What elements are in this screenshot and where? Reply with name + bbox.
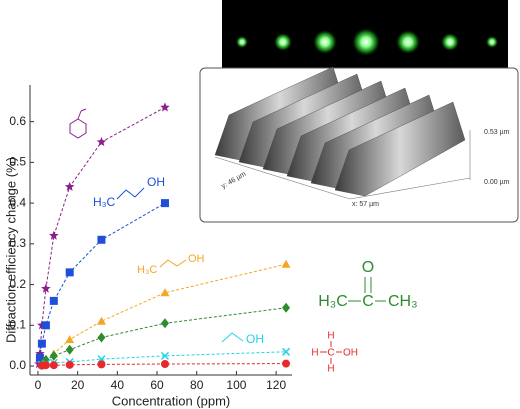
x-tick-label: 100: [226, 378, 246, 392]
data-point: [37, 339, 46, 348]
x-tick-label: 0: [35, 378, 42, 392]
molecule-text: OH: [343, 348, 358, 359]
molecule-text: C: [327, 348, 334, 359]
data-point: [160, 360, 169, 369]
data-point: [41, 361, 50, 370]
methanol-structure: H C OH H H: [311, 331, 358, 375]
data-point: [96, 137, 107, 147]
data-point: [49, 350, 58, 361]
acetone-structure: O H₃C C CH₃: [318, 259, 417, 310]
data-point: [41, 321, 50, 330]
data-point: [281, 259, 291, 268]
molecule-text: C: [362, 293, 374, 310]
x-tick-label: 20: [71, 378, 85, 392]
x-tick-label: 40: [111, 378, 125, 392]
data-point: [160, 318, 169, 329]
molecule-text: H: [327, 364, 334, 375]
y-axis-label: Diffraction efficiency change (%): [3, 157, 18, 343]
data-point: [282, 359, 291, 368]
data-point: [160, 199, 169, 208]
data-point: [49, 230, 59, 240]
data-point: [35, 348, 45, 358]
data-point: [65, 268, 74, 277]
molecule-text: OH: [147, 175, 165, 189]
data-point: [64, 181, 75, 191]
data-point: [282, 347, 291, 356]
data-point: [97, 360, 106, 369]
ethanol-structure: OH: [221, 332, 264, 346]
y-tick-label: 0.6: [9, 114, 26, 128]
data-point: [282, 302, 291, 313]
data-point: [160, 288, 170, 297]
data-point: [41, 283, 51, 293]
y-tick-label: 0.4: [9, 195, 26, 209]
butanol-structure: H₃C OH: [93, 175, 165, 209]
data-point: [65, 360, 74, 369]
toluene-structure: [69, 108, 87, 139]
data-point: [96, 316, 106, 325]
series-line: [38, 106, 166, 365]
molecule-text: H: [311, 348, 318, 359]
molecule-text: OH: [188, 253, 205, 265]
data-point: [160, 102, 170, 112]
series-line: [41, 263, 287, 365]
diffraction-image: [222, 0, 508, 70]
data-point: [49, 361, 58, 370]
y-tick-label: 0.3: [9, 236, 26, 250]
plot-area: 0.0 0.1 0.2 0.3 0.4 0.5 0.6 0 20 40 60 80 100 120 Conc…: [3, 85, 292, 408]
molecule-text: H₃C: [137, 264, 157, 276]
molecule-text: H₃C: [318, 293, 348, 310]
molecule-text: OH: [246, 332, 264, 346]
z-max-label: 0.53 µm: [484, 129, 510, 136]
data-point: [97, 332, 106, 343]
data-point: [65, 344, 74, 355]
propanol-structure: H₃C OH: [137, 253, 205, 276]
x-size-label: x: 57 µm: [352, 201, 379, 208]
data-point: [35, 353, 44, 362]
x-tick-label: 60: [150, 378, 164, 392]
surface-ridge: [334, 101, 466, 197]
z-min-label: 0.00 µm: [484, 179, 510, 186]
data-point: [160, 351, 170, 360]
x-axis-label: Concentration (ppm): [112, 393, 231, 408]
y-tick-label: 0.5: [9, 155, 26, 169]
afm-inset: 0.53 µm 0.00 µm x: 57 µm y: 46 µm: [199, 66, 519, 223]
x-tick-label: 80: [190, 378, 204, 392]
data-point: [65, 335, 75, 344]
data-point: [49, 296, 58, 305]
molecule-text: H₃C: [93, 195, 116, 209]
molecule-text: CH₃: [388, 293, 418, 310]
x-tick-label: 120: [266, 378, 286, 392]
y-tick-label: 0.1: [9, 317, 26, 331]
molecule-text: H: [327, 331, 334, 342]
y-tick-label: 0.0: [9, 358, 26, 372]
molecule-text: O: [362, 259, 374, 276]
data-point: [97, 235, 106, 244]
y-tick-label: 0.2: [9, 277, 26, 291]
